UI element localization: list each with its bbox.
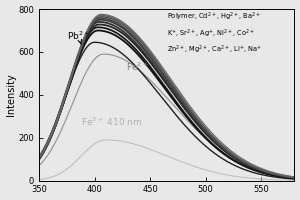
Y-axis label: Intensity: Intensity: [6, 73, 16, 116]
Text: Polymer, Cd$^{2+}$, Hg$^{2+}$, Ba$^{2+}$
K$^{+}$, Sr$^{2+}$, Ag$^{+}$, Ni$^{2+}$: Polymer, Cd$^{2+}$, Hg$^{2+}$, Ba$^{2+}$…: [167, 11, 262, 56]
Text: Fe$^{2+}$: Fe$^{2+}$: [126, 61, 148, 73]
Text: Pb$^{2+}$: Pb$^{2+}$: [67, 29, 90, 44]
Text: Fe$^{3+}$ 410 nm: Fe$^{3+}$ 410 nm: [81, 116, 143, 128]
